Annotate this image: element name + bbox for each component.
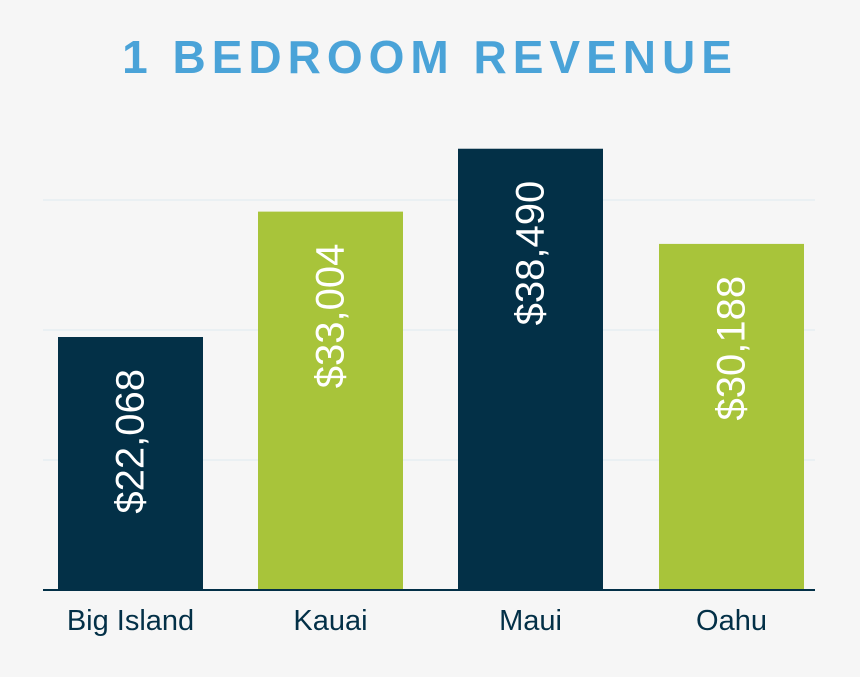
bar-oahu [659, 243, 804, 590]
data-label: $22,068 [109, 369, 153, 514]
x-tick-label: Oahu [696, 605, 767, 637]
data-label: $30,188 [710, 276, 754, 421]
x-tick-label: Big Island [67, 605, 194, 637]
bar-big-island [58, 337, 203, 590]
bar-kauai [258, 211, 403, 590]
x-tick-label: Maui [499, 605, 562, 637]
data-label: $38,490 [509, 181, 553, 326]
x-tick-label: Kauai [293, 605, 367, 637]
bar-maui [458, 148, 603, 590]
data-label: $33,004 [309, 244, 353, 389]
chart-title: 1 BEDROOM REVENUE [122, 31, 738, 83]
